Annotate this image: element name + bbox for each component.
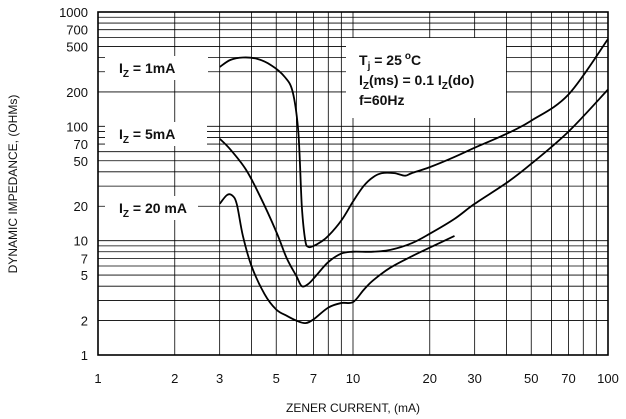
y-tick-label: 7 xyxy=(81,251,88,266)
series-lines xyxy=(218,38,609,325)
y-tick-label: 1000 xyxy=(59,5,88,20)
x-tick-label: 50 xyxy=(524,371,538,386)
y-tick-label: 700 xyxy=(66,23,88,38)
y-tick-label: 100 xyxy=(66,119,88,134)
annotation-background xyxy=(346,38,506,118)
y-tick-label: 50 xyxy=(74,154,88,169)
y-tick-label: 200 xyxy=(66,85,88,100)
grid xyxy=(98,12,608,355)
y-tick-label: 70 xyxy=(74,137,88,152)
y-tick-label: 5 xyxy=(81,268,88,283)
series-line-3 xyxy=(218,193,455,325)
annotation-line-f: f=60Hz xyxy=(359,92,405,108)
x-tick-label: 100 xyxy=(597,371,619,386)
x-tick-label: 1 xyxy=(94,371,101,386)
y-tick-label: 1 xyxy=(81,348,88,363)
y-tick-label: 10 xyxy=(74,234,88,249)
x-tick-label: 10 xyxy=(346,371,360,386)
x-tick-label: 20 xyxy=(423,371,437,386)
series-labels: IZ = 1mA IZ = 5mA IZ = 20 mA xyxy=(105,56,208,220)
x-tick-label: 70 xyxy=(561,371,575,386)
x-tick-label: 3 xyxy=(216,371,223,386)
series-label-2: IZ = 5mA xyxy=(119,126,175,146)
x-tick-label: 30 xyxy=(467,371,481,386)
tick-labels: 1 2 3 5 7 10 20 30 50 70 100 1 2 5 7 10 20 50 70 100 200 5007… xyxy=(59,5,619,386)
x-tick-label: 5 xyxy=(273,371,280,386)
series-line-1 xyxy=(219,38,609,249)
x-axis-title: ZENER CURRENT, (mA) xyxy=(286,401,420,415)
series-label-1: IZ = 1mA xyxy=(119,60,175,80)
plot-frame xyxy=(97,11,609,356)
y-tick-label: 2 xyxy=(81,314,88,329)
annotation-line-iz: IZ(ms) = 0.1 IZ(do) xyxy=(359,72,474,92)
y-tick-label: 20 xyxy=(74,199,88,214)
series-label-background xyxy=(105,56,208,80)
series-label-background xyxy=(105,196,198,220)
series-line-2 xyxy=(219,88,609,288)
y-tick-label: 500 xyxy=(66,39,88,54)
annotation-line-tj: Tj = 25 oC xyxy=(359,51,421,72)
conditions-annotation: Tj = 25 oC IZ(ms) = 0.1 IZ(do) f=60Hz xyxy=(346,38,506,118)
series-label-background xyxy=(105,122,207,146)
x-tick-label: 2 xyxy=(171,371,178,386)
x-tick-label: 7 xyxy=(310,371,317,386)
series-label-3: IZ = 20 mA xyxy=(119,200,187,220)
y-axis-title: DYNAMIC IMPEDANCE, (OHMs) xyxy=(6,95,20,274)
